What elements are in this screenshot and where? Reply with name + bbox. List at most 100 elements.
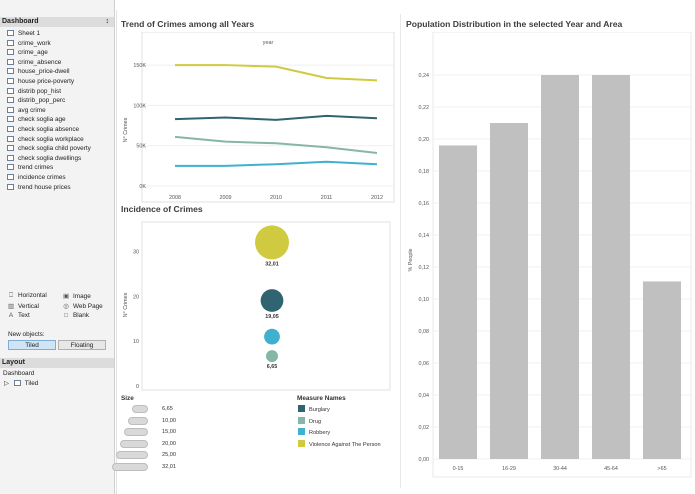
color-legend-item[interactable]: Burglary xyxy=(298,405,330,413)
incidence-y-tick: 10 xyxy=(133,339,139,345)
pin-icon[interactable]: ↕ xyxy=(106,17,110,27)
object-blank[interactable]: □ Blank xyxy=(62,312,89,319)
population-x-tick: 0-15 xyxy=(453,466,464,472)
incidence-y-tick: 30 xyxy=(133,249,139,255)
sheet-item-label: Sheet 1 xyxy=(18,30,40,37)
sheet-item[interactable]: check soglia child poverty xyxy=(7,144,91,154)
color-legend-label: Drug xyxy=(309,419,321,425)
sheet-icon xyxy=(7,164,14,170)
size-legend-swatch xyxy=(128,417,148,425)
color-legend-label: Robbery xyxy=(309,430,330,436)
legend-swatch-violence xyxy=(298,440,305,447)
population-y-tick: 0,22 xyxy=(419,105,430,111)
legend-swatch-drug xyxy=(298,417,305,424)
object-horizontal-icon: ⎕ xyxy=(7,292,15,300)
population-y-tick: 0,14 xyxy=(419,233,430,239)
population-x-tick: 45-64 xyxy=(604,466,618,472)
population-bar[interactable] xyxy=(541,75,579,459)
trend-x-tick: 2011 xyxy=(321,195,333,201)
sheet-item[interactable]: trend crimes xyxy=(7,163,53,173)
sheet-item[interactable]: crime_work xyxy=(7,39,51,49)
sheet-icon xyxy=(7,184,14,190)
object-image[interactable]: ▣ Image xyxy=(62,292,91,300)
layout-dashboard-item[interactable]: Dashboard xyxy=(3,370,34,377)
sheet-icon xyxy=(7,78,14,84)
population-y-tick: 0,02 xyxy=(419,425,430,431)
population-x-tick: 30-44 xyxy=(553,466,567,472)
incidence-y-tick: 0 xyxy=(136,384,139,390)
sheet-item[interactable]: incidence crimes xyxy=(7,173,66,183)
floating-button[interactable]: Floating xyxy=(58,340,106,350)
population-y-tick: 0,24 xyxy=(419,73,430,79)
color-legend-item[interactable]: Violence Against The Person xyxy=(298,440,381,448)
sheet-item-label: check soglia child poverty xyxy=(18,145,91,152)
size-legend-swatch xyxy=(116,451,148,459)
legend-swatch-robbery xyxy=(298,428,305,435)
trend-year-header: year xyxy=(263,40,274,46)
sheet-item[interactable]: avg crime xyxy=(7,106,46,116)
sheet-item[interactable]: check soglia workplace xyxy=(7,135,84,145)
incidence-y-label: N° Crimes xyxy=(123,292,129,317)
sheet-item[interactable]: check soglia dwellings xyxy=(7,154,81,164)
sheet-icon xyxy=(7,145,14,151)
population-bar[interactable] xyxy=(592,75,630,459)
size-legend-label: 25,00 xyxy=(162,452,176,458)
color-legend-item[interactable]: Drug xyxy=(298,417,321,425)
expand-arrow-icon[interactable]: ▷ xyxy=(4,380,9,387)
trend-chart: year N° Crimes 0K50K100K150K 2008 2009 201… xyxy=(117,32,400,204)
sheet-item-label: distrib_pop_perc xyxy=(18,97,65,104)
bubble-violence[interactable] xyxy=(255,225,289,259)
size-legend-swatch xyxy=(120,440,148,448)
object-text-icon: A xyxy=(7,312,15,319)
bubble-robbery[interactable] xyxy=(264,329,280,345)
sheet-item-label: incidence crimes xyxy=(18,174,66,181)
population-y-tick: 0,16 xyxy=(419,201,430,207)
population-bar[interactable] xyxy=(439,145,477,459)
sheet-item[interactable]: check soglia absence xyxy=(7,125,79,135)
incidence-y-ticks: 0 10 20 30 xyxy=(133,249,139,390)
bubble-burglary[interactable] xyxy=(261,289,284,312)
sheet-item[interactable]: crime_absence xyxy=(7,58,61,68)
object-label: Text xyxy=(18,312,30,319)
population-y-tick: 0,04 xyxy=(419,393,430,399)
bubble-drug[interactable] xyxy=(266,350,278,362)
object-text[interactable]: A Text xyxy=(7,312,30,319)
population-bar[interactable] xyxy=(490,123,528,459)
population-y-tick: 0,10 xyxy=(419,297,430,303)
object-vertical[interactable]: ▥ Vertical xyxy=(7,302,39,310)
population-y-label: % People xyxy=(408,248,414,271)
sheet-item[interactable]: Sheet 1 xyxy=(7,29,40,39)
trend-y-tick: 50K xyxy=(136,144,146,150)
trend-y-tick: 150K xyxy=(133,63,146,69)
population-bar[interactable] xyxy=(643,281,681,459)
sheet-item[interactable]: house price-poverty xyxy=(7,77,74,87)
tiled-container-icon xyxy=(14,380,21,386)
size-legend-swatch xyxy=(112,463,148,471)
color-legend-item[interactable]: Robbery xyxy=(298,428,330,436)
population-y-tick: 0,08 xyxy=(419,329,430,335)
size-legend-label: 15,00 xyxy=(162,429,176,435)
object-web-page[interactable]: ◎ Web Page xyxy=(62,302,103,310)
sheet-item[interactable]: check soglia age xyxy=(7,115,66,125)
object-label: Web Page xyxy=(73,303,103,310)
sheet-item[interactable]: distrib_pop_perc xyxy=(7,96,65,106)
object-vertical-icon: ▥ xyxy=(7,302,15,310)
object-horizontal[interactable]: ⎕ Horizontal xyxy=(7,292,47,300)
sheet-item[interactable]: trend house prices xyxy=(7,183,71,193)
population-x-tick: 16-29 xyxy=(502,466,516,472)
object-label: Blank xyxy=(73,312,89,319)
layout-tiled-item[interactable]: ▷ Tiled xyxy=(4,379,38,387)
bubble-label: 32,01 xyxy=(265,261,279,267)
population-y-tick: 0,00 xyxy=(419,457,430,463)
sheet-item-label: check soglia dwellings xyxy=(18,155,81,162)
tiled-button[interactable]: Tiled xyxy=(8,340,56,350)
trend-y-tick: 100K xyxy=(133,103,146,109)
size-legend-label: 10,00 xyxy=(162,418,176,424)
population-y-tick: 0,12 xyxy=(419,265,430,271)
legend-swatch-burglary xyxy=(298,405,305,412)
sheet-icon xyxy=(7,59,14,65)
sheet-item[interactable]: crime_age xyxy=(7,48,48,58)
population-y-tick: 0,18 xyxy=(419,169,430,175)
sheet-item[interactable]: house_price-dwell xyxy=(7,67,70,77)
sheet-item[interactable]: distrib pop_hist xyxy=(7,87,61,97)
